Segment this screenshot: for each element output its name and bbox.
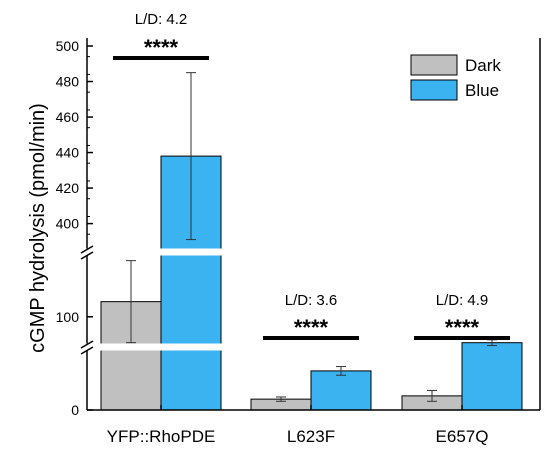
- legend: Dark Blue: [410, 54, 501, 101]
- legend-swatch-dark: [410, 54, 458, 76]
- x-tick-label-0: YFP::RhoPDE: [107, 427, 216, 446]
- y-tick-label-440: 440: [56, 145, 80, 161]
- axis-break-mark-a-0: [80, 340, 94, 349]
- bars-layer: [100, 155, 523, 411]
- annotations-layer: L/D: 4.2 **** L/D: 3.6 **** L/D: 4.9 ****: [113, 11, 510, 340]
- x-tick-label-2: E657Q: [436, 427, 489, 446]
- ld-ratio-label-0: L/D: 4.2: [135, 11, 188, 28]
- y-tick-label-400: 400: [56, 216, 80, 232]
- bar-blue-1: [310, 370, 372, 411]
- bar-blue-2: [461, 342, 523, 411]
- significance-stars-1: ****: [294, 315, 329, 340]
- x-tick-label-1: L623F: [287, 427, 335, 446]
- axis-break-mark-b-0: [80, 346, 94, 355]
- y-tick-label-500: 500: [56, 38, 80, 54]
- error-bars-layer: [126, 72, 497, 402]
- ld-ratio-label-2: L/D: 4.9: [436, 292, 489, 309]
- axis-break-band-1: [81, 343, 381, 351]
- significance-stars-0: ****: [144, 35, 179, 60]
- y-tick-label-100: 100: [56, 309, 80, 325]
- legend-swatch-blue: [410, 79, 458, 101]
- ld-ratio-label-1: L/D: 3.6: [285, 292, 338, 309]
- y-tick-label-460: 460: [56, 109, 80, 125]
- y-axis-label: cGMP hydrolysis (pmol/min): [27, 103, 49, 353]
- y-tick-label-420: 420: [56, 180, 80, 196]
- legend-label-dark: Dark: [465, 56, 501, 75]
- axis-break-band-0: [81, 248, 381, 256]
- axis-break-mark-b-1: [80, 251, 94, 260]
- axis-breaks-layer: [81, 248, 381, 351]
- significance-stars-2: ****: [445, 315, 480, 340]
- y-tick-label-480: 480: [56, 74, 80, 90]
- legend-label-blue: Blue: [465, 81, 499, 100]
- y-tick-label-0: 0: [71, 402, 79, 418]
- axis-break-mark-a-1: [80, 245, 94, 254]
